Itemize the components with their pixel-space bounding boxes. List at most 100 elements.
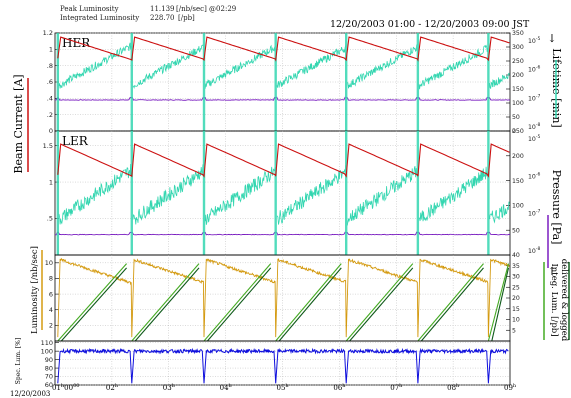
lifetime-arrow: ↓	[547, 32, 556, 45]
y2-tick-label: 10	[512, 317, 520, 324]
x-tick-label: 05h	[277, 383, 290, 392]
y-tick-label: 70	[45, 373, 53, 381]
injection-marker	[416, 131, 420, 255]
integ-logged-series	[491, 267, 510, 342]
ring-label: LER	[62, 134, 89, 148]
y2-tick-label: 20	[512, 295, 520, 302]
peak-luminosity-unit: [/nb/sec] @02:29	[176, 5, 236, 13]
y-tick-label: 60	[45, 381, 53, 389]
lifetime-series	[132, 44, 204, 89]
beam-current-axis-label: Beam Current [A]	[12, 74, 25, 173]
x-tick-label: 03h	[163, 383, 176, 392]
time-axis-date: 12/20/2003	[10, 390, 50, 398]
y2-tick-label: 100	[512, 100, 524, 107]
y-tick-label: .6	[47, 78, 53, 86]
lifetime-series	[58, 163, 132, 225]
injection-marker	[56, 33, 60, 131]
injection-marker	[202, 131, 206, 255]
lifetime-series	[418, 166, 489, 222]
injection-marker	[130, 33, 133, 131]
pressure-axis-label: Pressure [Pa]	[550, 170, 563, 245]
time-range-label: 12/20/2003 01:00 - 12/20/2003 09:00 JST	[330, 19, 530, 30]
injection-marker	[202, 33, 206, 131]
integ-logged-series	[420, 267, 484, 342]
y-tick-label: 90	[45, 356, 53, 364]
y2-tick-label: 35	[512, 263, 520, 270]
lifetime-series	[204, 44, 276, 89]
chart-panels: 0.2.4.6.811.205010015020025030035010-510…	[41, 29, 541, 389]
pressure-arrow: ↑	[547, 265, 556, 278]
lifetime-series	[276, 165, 346, 225]
luminosity-axis-label: Luminosity [/nb/sec]	[30, 246, 40, 334]
y-tick-label: 1	[49, 178, 53, 186]
y-tick-label: .2	[47, 111, 53, 119]
y-tick-label: .8	[47, 62, 53, 70]
lifetime-series	[58, 42, 132, 89]
integrated-luminosity-label: Integrated Luminosity	[60, 14, 139, 22]
luminosity-series	[57, 257, 510, 338]
integ-delivered-series	[345, 263, 414, 342]
y2-tick-label: 250	[512, 58, 524, 65]
injection-marker	[274, 33, 277, 131]
y-tick-label: .4	[47, 95, 53, 103]
y2-tick-label: 40	[512, 252, 520, 259]
pressure-tick-label: 10-7	[528, 93, 540, 102]
y-tick-label: 2	[49, 322, 53, 330]
y-tick-label: 100	[41, 347, 53, 355]
integ-logged-series	[60, 267, 128, 342]
y2-tick-label: 250	[512, 128, 524, 135]
x-tick-label: 09h	[504, 383, 517, 392]
x-tick-label: 08h	[447, 383, 460, 392]
pressure-tick-label: 10-8	[528, 246, 540, 255]
beam-current-series	[57, 143, 510, 178]
injection-marker	[130, 131, 133, 255]
integrated-luminosity-value: 228.70	[150, 14, 175, 22]
injection-marker	[416, 33, 420, 131]
x-tick-label: 01h0000	[52, 383, 79, 392]
injection-marker	[345, 131, 348, 255]
y-tick-label: 1.2	[43, 29, 53, 37]
integrated-luminosity-unit: [/pb]	[178, 14, 195, 22]
pressure-tick-label: 10-6	[528, 171, 540, 180]
integ-lum-axis-label: Integ. Lum. [/pb]	[549, 263, 559, 336]
y2-tick-label: 150	[512, 178, 524, 185]
integ-delivered-series	[417, 263, 484, 342]
integ-logged-series	[134, 267, 200, 342]
y2-tick-label: 30	[512, 274, 520, 281]
y2-tick-label: 15	[512, 306, 520, 313]
lifetime-series	[132, 164, 204, 225]
y2-tick-label: 100	[512, 203, 524, 210]
pressure-tick-label: 10-5	[528, 134, 540, 143]
y-tick-label: 80	[45, 364, 53, 372]
integ-logged-series	[206, 267, 272, 342]
peak-luminosity-label: Peak Luminosity	[60, 5, 119, 13]
pressure-tick-label: 10-6	[528, 65, 540, 74]
y-tick-label: 1.5	[43, 142, 53, 150]
y-tick-label: .5	[47, 215, 53, 223]
lifetime-series	[489, 72, 510, 90]
x-tick-label: 06h	[333, 383, 346, 392]
y-tick-label: 4	[49, 306, 53, 314]
x-tick-label: 07h	[390, 383, 403, 392]
integ-delivered-series	[203, 263, 272, 342]
injection-marker	[56, 131, 60, 255]
y2-tick-label: 200	[512, 153, 524, 160]
y2-tick-label: 300	[512, 44, 524, 51]
lifetime-series	[204, 166, 276, 225]
injection-marker	[487, 33, 490, 131]
y-tick-label: 8	[49, 275, 53, 283]
y-tick-label: 10	[45, 259, 53, 267]
lifetime-series	[346, 165, 418, 226]
y-tick-label: 6	[49, 290, 53, 298]
injection-marker	[345, 33, 348, 131]
pressure-tick-label: 10-8	[528, 122, 540, 131]
ring-label: HER	[62, 36, 91, 50]
y-tick-label: 1	[49, 46, 53, 54]
lifetime-series	[347, 43, 418, 89]
pressure-tick-label: 10-5	[528, 36, 540, 45]
y2-tick-label: 0	[512, 128, 516, 135]
y2-tick-label: 50	[512, 227, 520, 234]
lifetime-series	[276, 45, 346, 88]
lifetime-series	[418, 44, 489, 90]
y2-tick-label: 150	[512, 86, 524, 93]
